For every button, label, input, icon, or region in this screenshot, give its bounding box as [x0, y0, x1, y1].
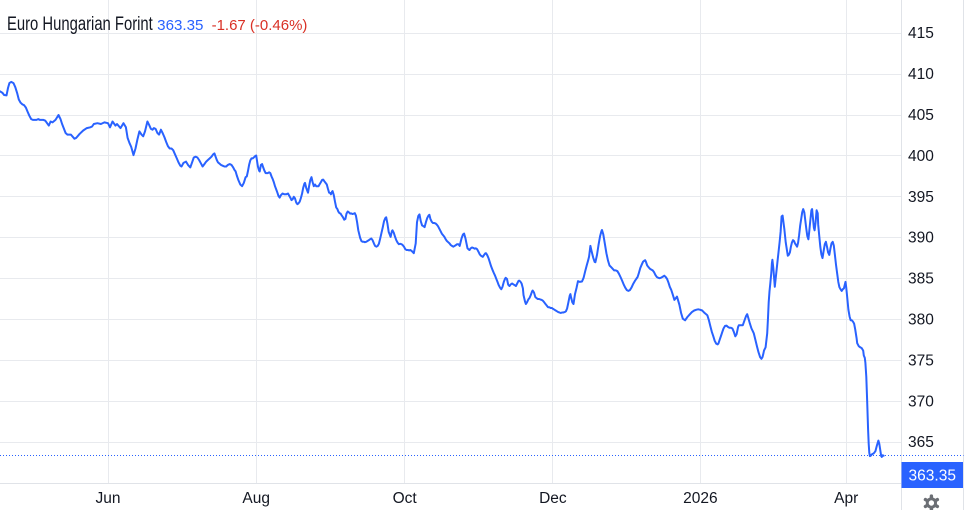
y-axis-label: 380 — [908, 312, 934, 329]
gear-hole — [928, 500, 935, 506]
x-axis-label: Aug — [242, 490, 270, 507]
x-axis-label: Apr — [834, 490, 858, 507]
header-change: -1.67 (-0.46%) — [212, 17, 308, 34]
settings-gear-icon[interactable] — [923, 494, 940, 510]
y-axis-label: 410 — [908, 66, 934, 83]
vertical-gridlines — [108, 0, 847, 483]
y-axis-label: 405 — [908, 107, 934, 124]
y-axis-labels[interactable]: 415 410 405 400 395 390 385 380 375 370 365 — [908, 25, 934, 451]
header-last-price: 363.35 — [157, 17, 203, 34]
last-price-badge-bg — [901, 462, 963, 488]
header: Euro Hungarian Forint 363.35 -1.67 (-0.4… — [7, 14, 307, 35]
y-axis-label: 385 — [908, 271, 934, 288]
horizontal-gridlines — [0, 33, 901, 443]
y-axis-label: 400 — [908, 148, 934, 165]
x-axis-label: 2026 — [683, 490, 717, 507]
last-price-badge: 363.35 — [901, 462, 963, 488]
y-axis-label: 390 — [908, 230, 934, 247]
price-line-series — [0, 80, 885, 458]
x-axis-label: Dec — [539, 490, 567, 507]
x-axis-label: Jun — [96, 490, 121, 507]
x-axis-label: Oct — [393, 490, 418, 507]
last-price-badge-value: 363.35 — [909, 468, 956, 485]
x-axis-labels[interactable]: Jun Aug Oct Dec 2026 Apr — [96, 490, 859, 507]
symbol-title: Euro Hungarian Forint — [7, 14, 153, 35]
y-axis-label: 415 — [908, 25, 934, 42]
y-axis-label: 365 — [908, 434, 934, 451]
y-axis-label: 375 — [908, 352, 934, 369]
y-axis-label: 395 — [908, 189, 934, 206]
y-axis-label: 370 — [908, 393, 934, 410]
